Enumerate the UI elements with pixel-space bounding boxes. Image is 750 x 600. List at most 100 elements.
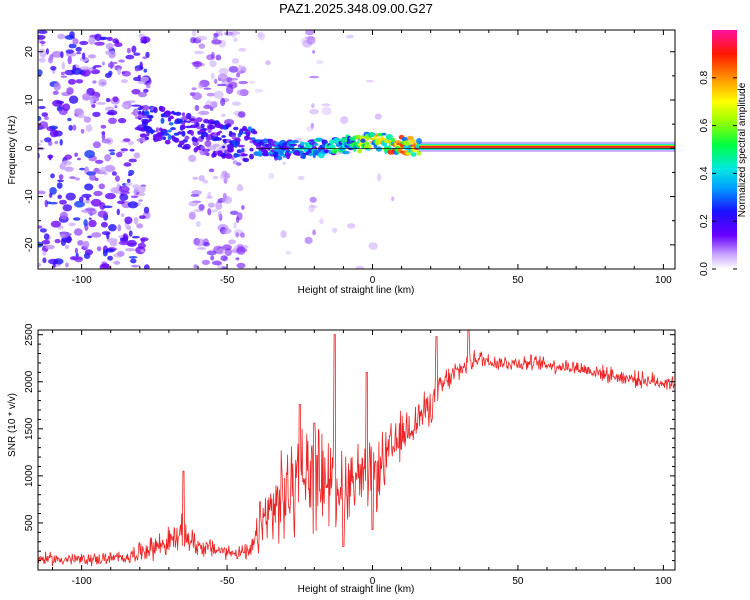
noise-blob: [60, 75, 68, 78]
noise-blob: [74, 256, 83, 263]
ridge-blob: [241, 153, 248, 157]
noise-blob: [87, 235, 93, 239]
noise-blob: [130, 195, 139, 199]
ridge-blob: [159, 106, 166, 113]
noise-blob: [222, 195, 233, 204]
ridge-blob: [225, 153, 233, 159]
noise-blob: [117, 224, 122, 232]
noise-blob: [108, 224, 117, 232]
noise-blob: [236, 216, 240, 224]
colorbar-tick-label: 0.0: [699, 262, 710, 276]
noise-blob: [117, 250, 125, 257]
ridge-blob: [242, 125, 247, 131]
noise-blob: [128, 255, 138, 259]
noise-blob: [41, 240, 51, 245]
noise-blob: [75, 46, 82, 52]
noise-blob: [38, 262, 42, 267]
ridge-blob: [168, 122, 174, 126]
ridge-blob: [251, 137, 256, 141]
noise-blob: [215, 54, 222, 61]
noise-blob: [309, 196, 317, 203]
noise-blob: [213, 90, 224, 99]
noise-blob: [312, 229, 316, 236]
noise-blob: [236, 185, 244, 192]
noise-blob: [105, 50, 109, 55]
noise-blob: [38, 225, 43, 229]
noise-blob: [257, 32, 264, 38]
noise-blob: [297, 175, 305, 181]
noise-blob: [104, 192, 116, 200]
noise-blob: [126, 239, 137, 247]
noise-blob: [236, 262, 246, 269]
noise-blob: [108, 50, 116, 59]
colorbar-tick-label: 0.8: [699, 70, 710, 84]
noise-blob: [84, 183, 94, 191]
noise-blob: [114, 105, 118, 109]
noise-blob: [89, 98, 94, 106]
noise-blob: [74, 247, 78, 254]
x-tick-label: 50: [512, 576, 524, 587]
noise-blob: [96, 246, 102, 252]
ridge-blob: [316, 137, 323, 142]
y-tick-label: -10: [24, 189, 35, 204]
noise-blob: [331, 227, 338, 233]
noise-blob: [224, 172, 231, 179]
noise-blob: [74, 152, 78, 157]
noise-blob: [216, 83, 226, 87]
noise-blob: [88, 54, 97, 59]
noise-blob: [75, 108, 85, 117]
noise-blob: [38, 116, 42, 121]
noise-blob: [188, 154, 197, 162]
noise-blob: [238, 111, 246, 118]
noise-blob: [90, 69, 101, 75]
noise-blob: [77, 114, 86, 119]
noise-blob: [217, 210, 222, 219]
ridge-blob: [342, 150, 350, 155]
noise-blob: [65, 49, 75, 54]
ridge-blob: [196, 126, 202, 130]
noise-blob: [300, 38, 309, 44]
noise-blob: [138, 199, 143, 202]
ridge-blob: [186, 112, 192, 120]
noise-blob: [240, 232, 245, 238]
noise-blob: [44, 116, 49, 121]
noise-blob: [42, 257, 47, 264]
y-tick-label: 1000: [24, 464, 35, 487]
noise-blob: [127, 140, 134, 146]
noise-blob: [101, 61, 105, 66]
noise-blob: [220, 97, 226, 107]
ridge-blob: [416, 138, 422, 145]
ridge-blob: [333, 137, 341, 143]
noise-blob: [218, 67, 229, 75]
noise-blob: [125, 54, 135, 60]
x-tick-label: 100: [655, 576, 672, 587]
noise-blob: [118, 185, 130, 193]
noise-blob: [229, 210, 239, 215]
ridge-blob: [160, 117, 165, 124]
noise-blob: [202, 179, 209, 184]
noise-blob: [197, 247, 206, 250]
noise-blob: [257, 32, 266, 41]
noise-blob: [116, 152, 123, 158]
noise-blob: [105, 248, 115, 253]
noise-blob: [191, 87, 197, 91]
ridge-blob: [237, 144, 245, 148]
ridge-blob: [175, 111, 182, 116]
noise-blob: [101, 36, 108, 40]
y-tick-label: 0: [24, 145, 35, 151]
noise-blob: [340, 116, 349, 125]
noise-blob: [68, 222, 76, 227]
x-tick-label: 0: [370, 576, 376, 587]
noise-blob: [221, 266, 227, 269]
noise-blob: [141, 105, 150, 111]
noise-blob: [83, 116, 92, 123]
noise-blob: [210, 255, 215, 261]
noise-blob: [197, 83, 204, 89]
noise-blob: [91, 232, 102, 238]
snr-frame: [37, 329, 676, 571]
noise-blob: [101, 231, 111, 236]
noise-blob: [133, 187, 137, 196]
noise-blob: [48, 141, 53, 146]
noise-blob: [88, 219, 97, 228]
snr-y-ticks: 500 1000 1500 2000 2500: [24, 323, 675, 562]
